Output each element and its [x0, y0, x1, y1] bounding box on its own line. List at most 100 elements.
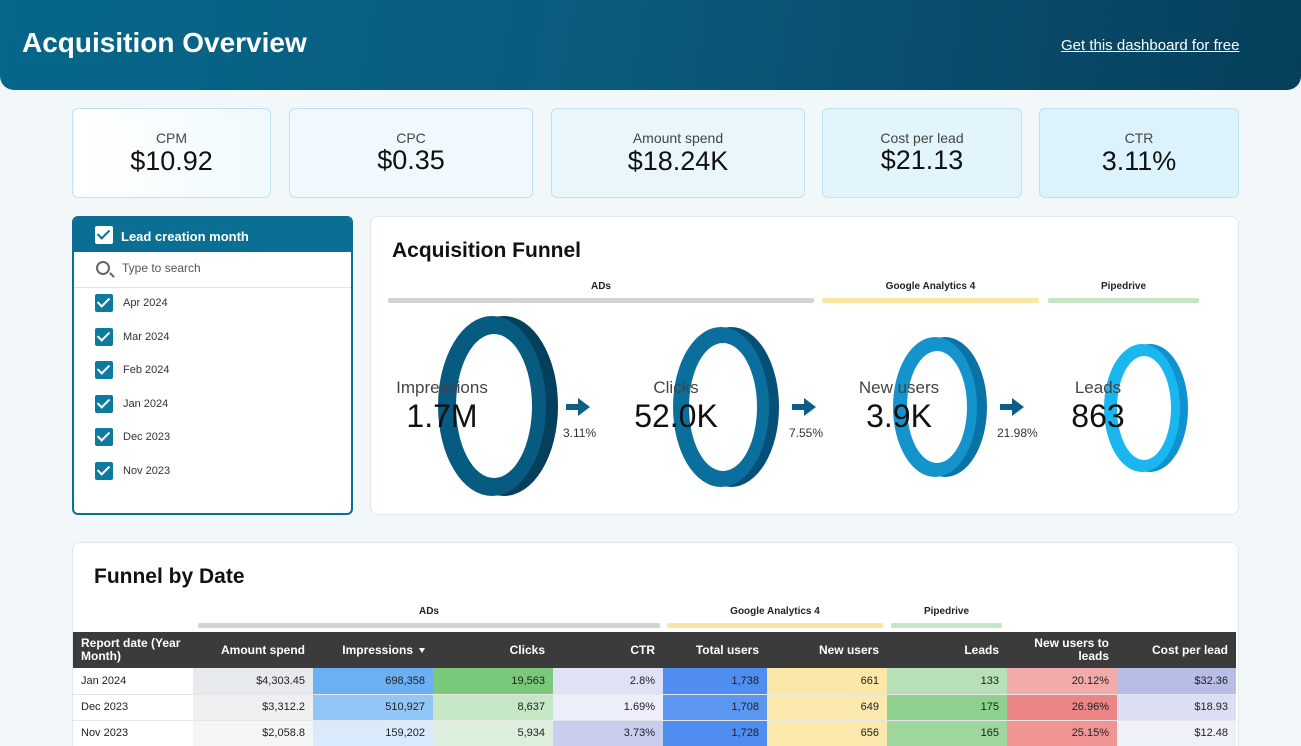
cell-new-users-to-leads: 26.96%	[1007, 694, 1117, 721]
cell-new-users: 656	[767, 720, 887, 746]
filter-option-label: Nov 2023	[123, 465, 171, 477]
table-header-row: Report date (Year Month) Amount spend Im…	[73, 632, 1236, 668]
table-group-bar-ads	[198, 623, 660, 628]
kpi-card-amount-spend: Amount spend $18.24K	[551, 108, 805, 198]
column-header-new-users-to-leads[interactable]: New users to leads	[1007, 632, 1117, 668]
stage-label-leads: Leads	[1074, 378, 1122, 397]
column-header-total-users[interactable]: Total users	[663, 632, 767, 668]
search-icon	[96, 261, 110, 275]
filter-option-label: Mar 2024	[123, 331, 170, 343]
kpi-card-cpc: CPC $0.35	[289, 108, 533, 198]
checkbox-checked-icon[interactable]	[95, 395, 113, 413]
column-header-label: Impressions	[342, 643, 413, 657]
column-header-new-users[interactable]: New users	[767, 632, 887, 668]
kpi-label: CTR	[1124, 130, 1154, 146]
header-bar: Acquisition Overview Get this dashboard …	[0, 0, 1301, 90]
table-row: Jan 2024 $4,303.45 698,358 19,563 2.8% 1…	[73, 668, 1236, 695]
stage-label-clicks: Clicks	[653, 378, 699, 397]
stage-label-impressions: Impressions	[396, 378, 488, 397]
cell-amount-spend: $2,058.8	[193, 720, 313, 746]
checkbox-checked-icon[interactable]	[95, 328, 113, 346]
kpi-label: CPM	[155, 130, 188, 146]
cell-report-date: Nov 2023	[73, 720, 193, 746]
cell-new-users: 649	[767, 694, 887, 721]
cell-leads: 175	[887, 694, 1007, 721]
cell-new-users: 661	[767, 668, 887, 695]
table-group-label-ads: ADs	[418, 606, 439, 617]
table-group-bar-pipedrive	[891, 623, 1002, 628]
search-input[interactable]	[122, 261, 322, 275]
arrow-right-icon	[566, 398, 590, 416]
kpi-value: $10.92	[130, 146, 213, 176]
filter-option-label: Dec 2023	[123, 431, 171, 443]
column-header-clicks[interactable]: Clicks	[433, 632, 553, 668]
cell-impressions: 510,927	[313, 694, 433, 721]
stage-value-clicks: 52.0K	[634, 398, 718, 434]
cell-cost-per-lead: $12.48	[1117, 720, 1236, 746]
cell-report-date: Jan 2024	[73, 668, 193, 695]
stage-label-new-users: New users	[858, 378, 940, 397]
column-header-amount-spend[interactable]: Amount spend	[193, 632, 313, 668]
funnel-by-date-table: Report date (Year Month) Amount spend Im…	[73, 632, 1236, 746]
checkbox-checked-icon[interactable]	[95, 462, 113, 480]
kpi-value: $18.24K	[627, 146, 729, 176]
cell-impressions: 698,358	[313, 668, 433, 695]
filter-option-label: Apr 2024	[123, 297, 168, 309]
kpi-label: Amount spend	[632, 130, 724, 146]
filter-search	[74, 252, 351, 288]
group-bar-pipedrive	[1048, 298, 1199, 303]
cell-amount-spend: $4,303.45	[193, 668, 313, 695]
group-bar-ga4	[822, 298, 1039, 303]
column-header-cost-per-lead[interactable]: Cost per lead	[1117, 632, 1236, 668]
group-label-ads: ADs	[590, 281, 611, 292]
get-dashboard-link[interactable]: Get this dashboard for free	[1061, 37, 1240, 54]
funnel-ring-impressions	[438, 316, 558, 496]
checkbox-checked-icon[interactable]	[95, 294, 113, 312]
stage-value-leads: 863	[1071, 398, 1125, 434]
kpi-value: 3.11%	[1101, 146, 1177, 176]
cell-new-users-to-leads: 20.12%	[1007, 668, 1117, 695]
cell-cost-per-lead: $32.36	[1117, 668, 1236, 695]
table-group-bar-ga4	[667, 623, 883, 628]
conversion-rate: 7.55%	[789, 426, 824, 440]
cell-ctr: 1.69%	[553, 694, 663, 721]
cell-total-users: 1,728	[663, 720, 767, 746]
table-group-label-pipedrive: Pipedrive	[923, 606, 970, 617]
sort-desc-icon[interactable]	[419, 648, 425, 653]
checkbox-checked-icon[interactable]	[95, 361, 113, 379]
cell-report-date: Dec 2023	[73, 694, 193, 721]
column-header-ctr[interactable]: CTR	[553, 632, 663, 668]
cell-total-users: 1,708	[663, 694, 767, 721]
kpi-value: $21.13	[880, 145, 964, 175]
cell-clicks: 8,637	[433, 694, 553, 721]
table-row: Nov 2023 $2,058.8 159,202 5,934 3.73% 1,…	[73, 720, 1236, 746]
kpi-card-cpm: CPM $10.92	[72, 108, 271, 198]
table-row: Dec 2023 $3,312.2 510,927 8,637 1.69% 1,…	[73, 694, 1236, 721]
cell-clicks: 5,934	[433, 720, 553, 746]
filter-header[interactable]: Lead creation month	[74, 218, 351, 252]
stage-value-impressions: 1.7M	[406, 398, 478, 434]
column-header-leads[interactable]: Leads	[887, 632, 1007, 668]
column-header-report-date[interactable]: Report date (Year Month)	[73, 632, 193, 668]
cell-impressions: 159,202	[313, 720, 433, 746]
cell-leads: 165	[887, 720, 1007, 746]
group-label-pipedrive: Pipedrive	[1100, 281, 1147, 292]
column-header-impressions[interactable]: Impressions	[313, 632, 433, 668]
select-all-checkbox[interactable]	[95, 226, 113, 244]
cell-ctr: 2.8%	[553, 668, 663, 695]
arrow-right-icon	[792, 398, 816, 416]
checkbox-checked-icon[interactable]	[95, 428, 113, 446]
arrow-right-icon	[1000, 398, 1024, 416]
lead-month-filter: Lead creation month Apr 2024 Mar 2024 Fe…	[72, 216, 353, 515]
group-label-ga4: Google Analytics 4	[885, 281, 976, 292]
table-title: Funnel by Date	[94, 565, 245, 588]
cell-cost-per-lead: $18.93	[1117, 694, 1236, 721]
table-group-label-ga4: Google Analytics 4	[730, 606, 820, 617]
funnel-ring-leads	[1104, 344, 1188, 472]
group-bar-ads	[388, 298, 814, 303]
kpi-label: CPC	[396, 130, 426, 146]
cell-amount-spend: $3,312.2	[193, 694, 313, 721]
funnel-ring-clicks	[673, 327, 779, 487]
filter-option-label: Feb 2024	[123, 364, 170, 376]
cell-ctr: 3.73%	[553, 720, 663, 746]
